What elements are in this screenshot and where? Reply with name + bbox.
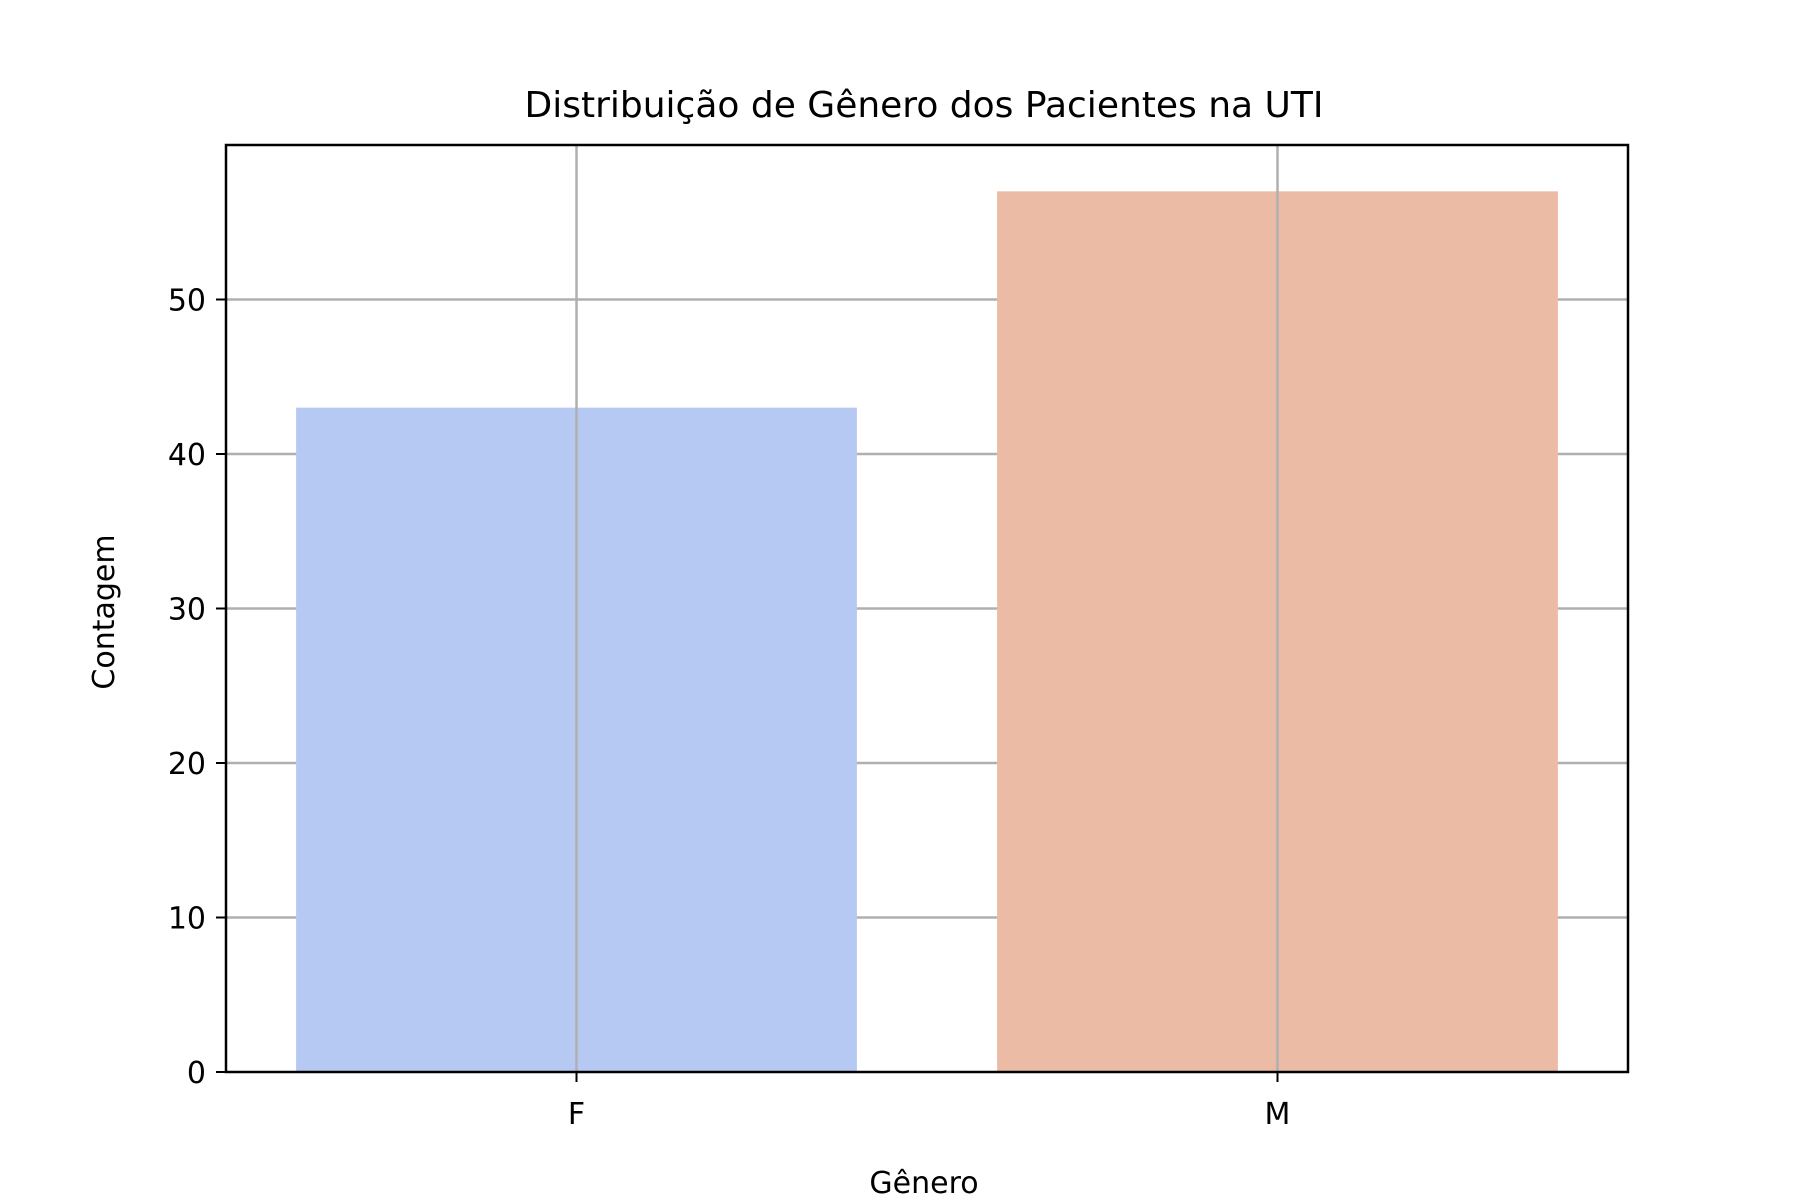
y-axis-ticks: 0 10 20 30 40 50	[168, 284, 226, 1091]
x-tick-label: F	[568, 1097, 585, 1132]
y-tick-label: 0	[187, 1056, 206, 1091]
vertical-grid	[575, 145, 1279, 1072]
y-tick-label: 10	[168, 902, 206, 937]
chart-title: Distribuição de Gênero dos Pacientes na …	[524, 85, 1323, 126]
bars	[296, 191, 1558, 1073]
y-axis-label: Contagem	[87, 534, 122, 689]
y-tick-label: 40	[168, 438, 206, 473]
x-axis-label: Gênero	[869, 1166, 978, 1200]
y-tick-label: 20	[168, 747, 206, 782]
y-tick-label: 30	[168, 593, 206, 628]
x-tick-label: M	[1265, 1097, 1291, 1132]
y-tick-label: 50	[168, 284, 206, 319]
